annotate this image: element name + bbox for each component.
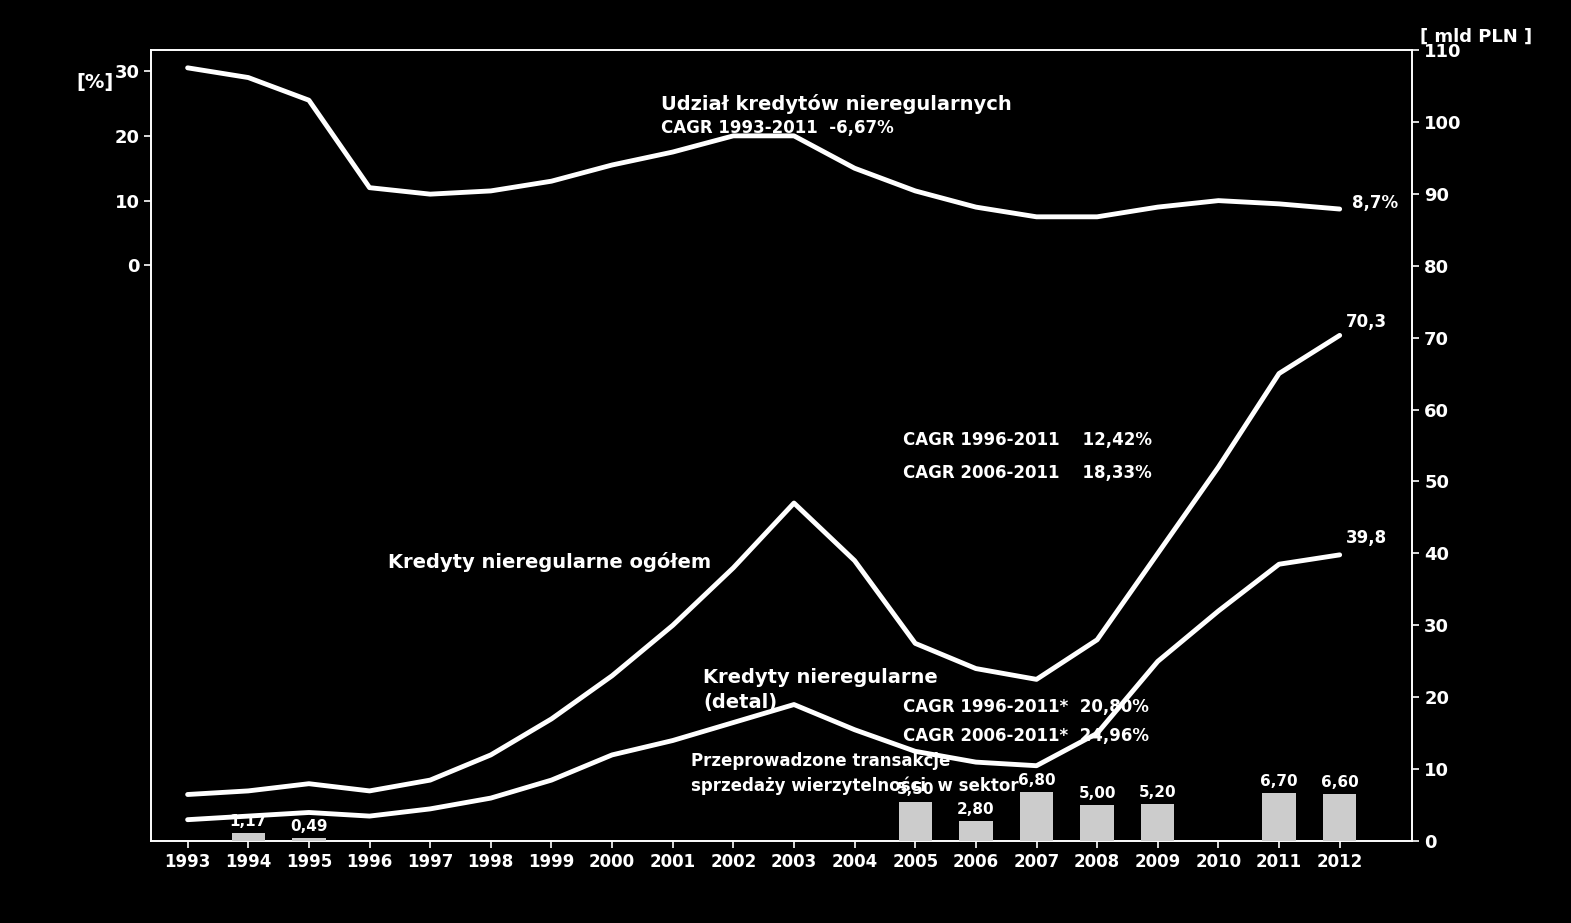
- Text: 6,80: 6,80: [1018, 773, 1056, 788]
- Text: Przeprowadzone transakcje: Przeprowadzone transakcje: [691, 751, 950, 770]
- Text: 39,8: 39,8: [1346, 529, 1387, 546]
- Text: 5,00: 5,00: [1078, 786, 1115, 801]
- Text: 2,80: 2,80: [957, 802, 994, 817]
- Text: Kredyty nieregularne ogółem: Kredyty nieregularne ogółem: [388, 552, 710, 572]
- Text: (detal): (detal): [702, 693, 778, 713]
- Text: [%]: [%]: [75, 74, 113, 92]
- Bar: [899, 802, 932, 841]
- Bar: [960, 821, 993, 841]
- Text: sprzedaży wierzytelności  w sektor: sprzedaży wierzytelności w sektor: [691, 776, 1018, 795]
- Text: 1,17: 1,17: [229, 814, 267, 829]
- Text: Kredyty nieregularne: Kredyty nieregularne: [702, 668, 938, 687]
- Text: 8,7%: 8,7%: [1351, 194, 1398, 212]
- Bar: [1020, 792, 1053, 841]
- Text: 5,50: 5,50: [897, 783, 935, 797]
- Text: 5,20: 5,20: [1139, 785, 1177, 799]
- Text: CAGR 2006-2011    18,33%: CAGR 2006-2011 18,33%: [903, 464, 1152, 482]
- Text: 0,49: 0,49: [291, 819, 328, 833]
- Bar: [1263, 793, 1296, 841]
- Bar: [1141, 804, 1175, 841]
- Bar: [292, 838, 325, 841]
- Text: CAGR 1993-2011  -6,67%: CAGR 1993-2011 -6,67%: [660, 119, 894, 137]
- Text: Udział kredytów nieregularnych: Udział kredytów nieregularnych: [660, 94, 1012, 114]
- Text: CAGR 1996-2011*  20,80%: CAGR 1996-2011* 20,80%: [903, 698, 1148, 715]
- Text: CAGR 2006-2011*  24,96%: CAGR 2006-2011* 24,96%: [903, 726, 1148, 745]
- Text: 6,60: 6,60: [1321, 774, 1359, 789]
- Bar: [1323, 794, 1356, 841]
- Text: 6,70: 6,70: [1260, 773, 1298, 789]
- Bar: [1081, 805, 1114, 841]
- Text: [ mld PLN ]: [ mld PLN ]: [1420, 28, 1532, 46]
- Bar: [231, 833, 265, 841]
- Text: 70,3: 70,3: [1346, 313, 1387, 330]
- Text: CAGR 1996-2011    12,42%: CAGR 1996-2011 12,42%: [903, 431, 1152, 450]
